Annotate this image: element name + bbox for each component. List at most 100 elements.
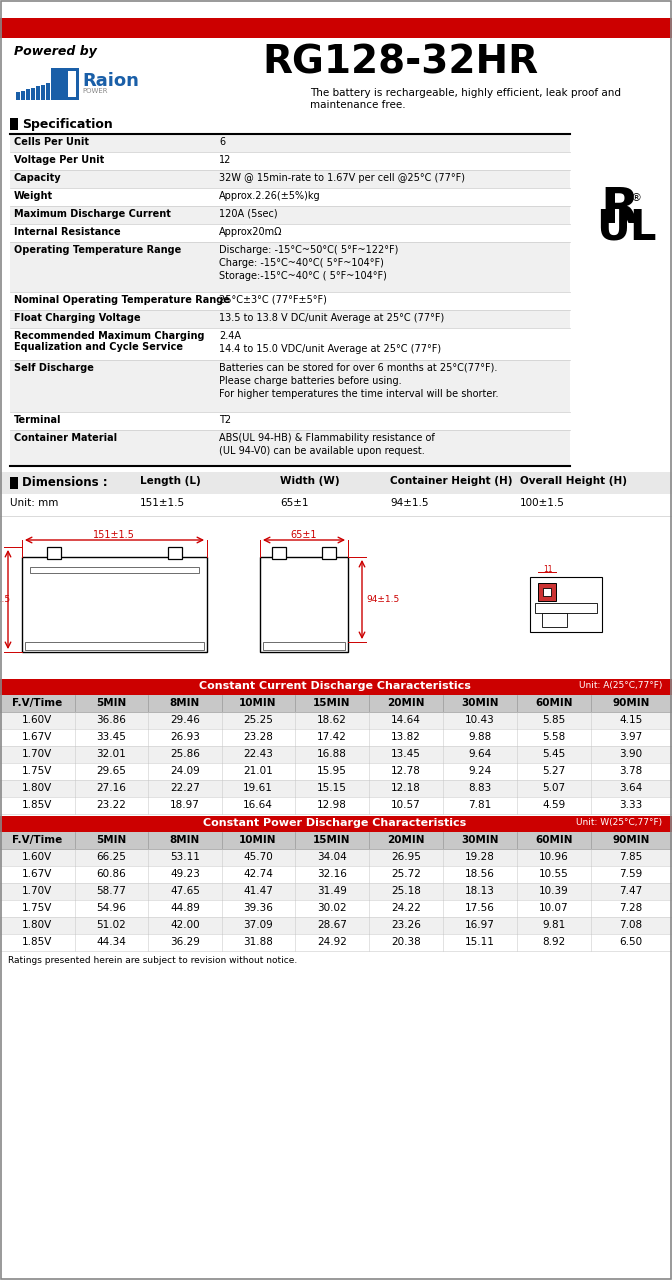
Text: 53.11: 53.11 <box>170 852 200 861</box>
Bar <box>0 730 672 746</box>
Bar <box>10 206 570 224</box>
Bar <box>25 643 204 650</box>
Bar <box>10 152 570 170</box>
Text: 94±1.5: 94±1.5 <box>366 594 399 603</box>
Text: 13.45: 13.45 <box>391 749 421 759</box>
Bar <box>0 849 672 867</box>
Bar <box>10 412 570 430</box>
Text: Internal Resistance: Internal Resistance <box>14 227 121 237</box>
Text: Cells Per Unit: Cells Per Unit <box>14 137 89 147</box>
Bar <box>542 613 567 627</box>
Bar <box>0 522 672 677</box>
Text: POWER: POWER <box>82 88 108 93</box>
Text: 90MIN: 90MIN <box>612 698 650 708</box>
Text: 19.61: 19.61 <box>243 783 273 794</box>
Text: 10.39: 10.39 <box>539 886 569 896</box>
Bar <box>10 242 570 292</box>
Text: 12: 12 <box>219 155 231 165</box>
Text: Unit: W(25°C,77°F): Unit: W(25°C,77°F) <box>576 818 662 827</box>
Text: 6.50: 6.50 <box>620 937 642 947</box>
Text: UL: UL <box>596 207 657 250</box>
Bar <box>0 678 672 695</box>
Bar <box>10 328 570 360</box>
Text: Width (W): Width (W) <box>280 476 339 486</box>
Bar <box>0 712 672 730</box>
Text: 28.67: 28.67 <box>317 920 347 931</box>
Text: Weight: Weight <box>14 191 53 201</box>
Text: 51.02: 51.02 <box>96 920 126 931</box>
Text: 60.86: 60.86 <box>96 869 126 879</box>
Text: 30.02: 30.02 <box>317 902 347 913</box>
Text: 7.85: 7.85 <box>620 852 642 861</box>
Bar <box>54 70 68 97</box>
Text: 8.83: 8.83 <box>468 783 492 794</box>
Text: 13.82: 13.82 <box>391 732 421 742</box>
Text: T2: T2 <box>219 415 231 425</box>
Text: Unit: A(25°C,77°F): Unit: A(25°C,77°F) <box>579 681 662 690</box>
Text: 34.04: 34.04 <box>317 852 347 861</box>
Text: 1.80V: 1.80V <box>22 920 52 931</box>
Text: 39.36: 39.36 <box>243 902 273 913</box>
Text: Discharge: -15°C~50°C( 5°F~122°F): Discharge: -15°C~50°C( 5°F~122°F) <box>219 244 398 255</box>
Text: 20MIN: 20MIN <box>387 698 425 708</box>
Text: 65±1: 65±1 <box>291 530 317 540</box>
Text: 9.88: 9.88 <box>468 732 492 742</box>
Text: 151±1.5: 151±1.5 <box>93 530 135 540</box>
Text: The battery is rechargeable, highly efficient, leak proof and: The battery is rechargeable, highly effi… <box>310 88 621 99</box>
Text: 22.27: 22.27 <box>170 783 200 794</box>
Text: Self Discharge: Self Discharge <box>14 364 94 372</box>
Bar <box>0 695 672 712</box>
Bar <box>0 883 672 900</box>
Text: 5MIN: 5MIN <box>96 835 126 845</box>
Text: 24.92: 24.92 <box>317 937 347 947</box>
Text: ABS(UL 94-HB) & Flammability resistance of: ABS(UL 94-HB) & Flammability resistance … <box>219 433 435 443</box>
Text: 5.27: 5.27 <box>542 765 566 776</box>
Text: 15.95: 15.95 <box>317 765 347 776</box>
Bar <box>260 557 348 652</box>
Text: Constant Power Discharge Characteristics: Constant Power Discharge Characteristics <box>204 818 466 828</box>
Text: 10.96: 10.96 <box>539 852 569 861</box>
Text: 23.28: 23.28 <box>243 732 273 742</box>
Text: 151±1.5: 151±1.5 <box>140 498 185 508</box>
Text: 32.01: 32.01 <box>96 749 126 759</box>
Bar <box>36 86 40 100</box>
Text: RG128-32HR: RG128-32HR <box>262 44 538 82</box>
Text: 44.34: 44.34 <box>96 937 126 947</box>
Text: 8.92: 8.92 <box>542 937 566 947</box>
Bar <box>26 90 30 100</box>
Bar <box>51 68 79 100</box>
Text: 7.08: 7.08 <box>620 920 642 931</box>
Text: Capacity: Capacity <box>14 173 62 183</box>
Bar <box>0 832 672 849</box>
Text: 65±1: 65±1 <box>280 498 308 508</box>
Text: Overall Height (H): Overall Height (H) <box>520 476 627 486</box>
Text: 2.4A: 2.4A <box>219 332 241 340</box>
Bar <box>535 603 597 613</box>
Text: 33.45: 33.45 <box>96 732 126 742</box>
Text: (UL 94-V0) can be available upon request.: (UL 94-V0) can be available upon request… <box>219 445 425 456</box>
Text: 7.47: 7.47 <box>620 886 642 896</box>
Text: 60MIN: 60MIN <box>536 698 573 708</box>
Text: F.V/Time: F.V/Time <box>12 698 62 708</box>
Text: 3.64: 3.64 <box>620 783 642 794</box>
Bar <box>41 84 45 100</box>
Text: 25°C±3°C (77°F±5°F): 25°C±3°C (77°F±5°F) <box>219 294 327 305</box>
Text: 26.95: 26.95 <box>391 852 421 861</box>
Text: 120A (5sec): 120A (5sec) <box>219 209 278 219</box>
Text: 32W @ 15min-rate to 1.67V per cell @25°C (77°F): 32W @ 15min-rate to 1.67V per cell @25°C… <box>219 173 465 183</box>
Text: Recommended Maximum Charging: Recommended Maximum Charging <box>14 332 204 340</box>
Text: 20.38: 20.38 <box>391 937 421 947</box>
Text: 17.56: 17.56 <box>465 902 495 913</box>
Text: 15MIN: 15MIN <box>313 835 351 845</box>
Text: 25.25: 25.25 <box>243 716 273 724</box>
Text: Powered by: Powered by <box>14 45 97 58</box>
Text: 30MIN: 30MIN <box>461 835 499 845</box>
Text: Voltage Per Unit: Voltage Per Unit <box>14 155 104 165</box>
Text: 3.97: 3.97 <box>620 732 642 742</box>
Bar <box>21 91 25 100</box>
Text: 18.97: 18.97 <box>170 800 200 810</box>
Text: 12.78: 12.78 <box>391 765 421 776</box>
Text: 8MIN: 8MIN <box>170 835 200 845</box>
Text: 16.64: 16.64 <box>243 800 273 810</box>
Bar <box>0 472 672 494</box>
